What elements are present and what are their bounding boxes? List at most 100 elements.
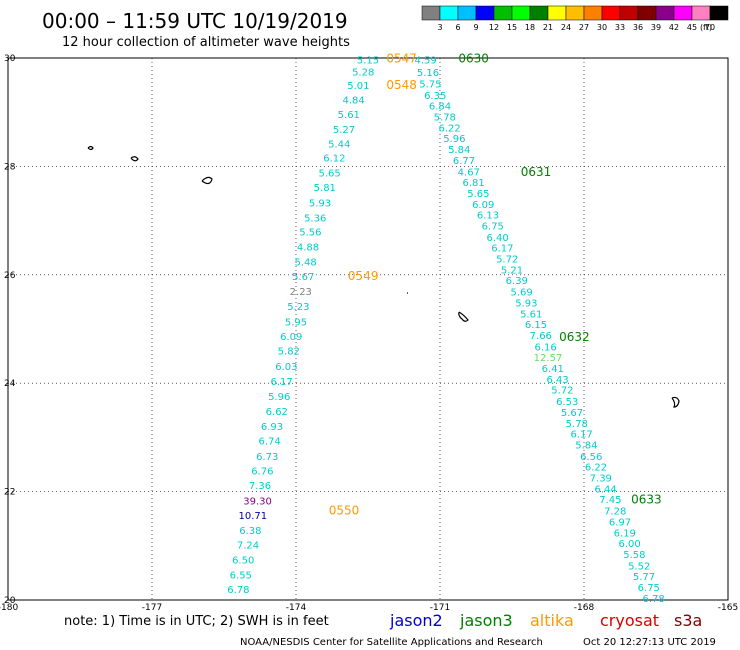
wave-height-label: 6.55 — [230, 571, 252, 582]
x-tick-label: -174 — [286, 603, 307, 613]
wave-height-label: 5.23 — [287, 302, 309, 313]
wave-height-label: 6.81 — [462, 178, 484, 189]
wave-height-label: 5.58 — [623, 550, 645, 561]
wave-height-label: 5.67 — [561, 408, 583, 419]
wave-height-label: 6.56 — [580, 452, 602, 463]
colorbar-swatch — [511, 5, 531, 21]
wave-height-label: 6.12 — [323, 154, 345, 165]
pass-time-label: 0630 — [458, 52, 489, 66]
wave-height-label: 5.96 — [268, 392, 290, 403]
colorbar-swatch — [547, 5, 567, 21]
y-tick-label: 26 — [4, 271, 16, 281]
colorbar-label: 12 — [489, 23, 499, 32]
colorbar-swatch — [583, 5, 603, 21]
island-outline — [87, 145, 94, 151]
x-tick-label: -168 — [574, 603, 595, 613]
x-tick-label: -177 — [142, 603, 162, 613]
legend-entry: jason2 — [389, 611, 443, 630]
wave-height-label: 2.23 — [290, 287, 312, 298]
wave-height-label: 6.84 — [429, 102, 451, 113]
wave-height-label: 6.73 — [256, 452, 278, 463]
wave-height-label: 5.36 — [304, 213, 326, 224]
island-outline — [130, 156, 139, 162]
wave-height-label: 6.77 — [453, 156, 475, 167]
wave-height-points: 5.155.28 5.01 4.84 5.61 5.27 5.44 6.12 5.65 5.81… — [227, 56, 664, 605]
wave-height-label: 6.93 — [261, 422, 283, 433]
wave-height-label: 6.17 — [270, 377, 292, 388]
plot-frame — [7, 57, 729, 601]
wave-height-label: 6.76 — [251, 466, 273, 477]
wave-height-label: 6.41 — [542, 364, 564, 375]
colorbar-unit: (ft) — [700, 23, 712, 32]
wave-height-label: 7.36 — [249, 481, 271, 492]
colorbar-label: 9 — [473, 23, 478, 32]
colorbar-label: 24 — [561, 23, 571, 32]
island-outline — [458, 311, 469, 322]
island-outlines — [87, 145, 680, 408]
chart-title: 00:00 – 11:59 UTC 10/19/2019 — [42, 9, 348, 33]
pass-time-label: 0633 — [631, 493, 662, 507]
wave-height-label: 5.84 — [575, 440, 597, 451]
colorbar-swatch — [637, 5, 657, 21]
colorbar-label: 33 — [615, 23, 625, 32]
pass-time-label: 0550 — [329, 504, 360, 518]
wave-height-label: 5.27 — [333, 125, 355, 136]
colorbar-swatch — [691, 5, 711, 21]
wave-height-label: 4.67 — [458, 167, 480, 178]
wave-height-label: 7.66 — [530, 331, 552, 342]
wave-height-label: 6.44 — [594, 484, 616, 495]
wave-height-label: 7.24 — [237, 541, 259, 552]
colorbar-label: 18 — [525, 23, 535, 32]
wave-height-label: 5.15 — [357, 56, 379, 67]
colorbar-label: 70 — [705, 23, 715, 32]
colorbar-swatch — [619, 5, 639, 21]
y-tick-label: 24 — [4, 379, 16, 389]
colorbar-swatch — [529, 5, 549, 21]
wave-height-label: 6.09 — [472, 200, 494, 211]
wave-height-label: 6.38 — [239, 526, 261, 537]
wave-height-label: 6.17 — [491, 244, 513, 255]
wave-height-label: 5.56 — [299, 227, 321, 238]
satellite-legend: jason2 jason3 altika cryosat s3a — [389, 611, 702, 630]
wave-height-label: 6.75 — [638, 583, 660, 594]
pass-time-label: 0632 — [559, 330, 590, 344]
x-tick-label: -171 — [430, 603, 450, 613]
colorbar-label: 27 — [579, 23, 589, 32]
wave-height-label: 6.43 — [546, 375, 568, 386]
wave-height-label: 5.21 — [501, 265, 523, 276]
wave-height-label: 5.65 — [318, 168, 340, 179]
pass-time-labels: 0547 0548 0549 0550 0630 0631 0632 0633 — [329, 52, 662, 518]
wave-height-label: 6.75 — [482, 221, 504, 232]
pass-time-label: 0631 — [521, 165, 552, 179]
y-tick-label: 22 — [4, 488, 15, 498]
generated-timestamp: Oct 20 12:27:13 UTC 2019 — [583, 637, 716, 648]
wave-height-label: 5.78 — [566, 419, 588, 430]
wave-height-label: 6.00 — [618, 539, 640, 550]
map-grid — [8, 58, 728, 600]
colorbar-label: 45 — [687, 23, 697, 32]
colorbar-swatch — [655, 5, 675, 21]
wave-height-label: 6.39 — [506, 276, 528, 287]
legend-entry: cryosat — [600, 611, 659, 630]
y-tick-label: 20 — [4, 596, 16, 606]
wave-height-label: 5.01 — [347, 81, 369, 92]
colorbar-label: 21 — [543, 23, 553, 32]
wave-height-label: 5.16 — [417, 68, 439, 79]
wave-height-label: 6.22 — [438, 123, 460, 134]
wave-height-label: 6.97 — [609, 517, 631, 528]
wave-height-label: 6.09 — [280, 332, 302, 343]
colorbar-label: 39 — [651, 23, 661, 32]
wave-height-label: 5.28 — [352, 68, 374, 79]
wave-height-label: 12.57 — [534, 353, 563, 364]
wave-height-label: 7.28 — [604, 507, 626, 518]
wave-height-label: 5.72 — [496, 255, 518, 266]
chart-subtitle: 12 hour collection of altimeter wave hei… — [62, 35, 350, 50]
legend-entry: altika — [530, 611, 574, 630]
colorbar-swatch — [493, 5, 513, 21]
wave-height-label: 4.88 — [297, 243, 319, 254]
wave-height-label: 5.82 — [278, 347, 300, 358]
wave-height-label: 6.13 — [477, 211, 499, 222]
wave-height-label: 5.44 — [328, 140, 350, 151]
wave-height-label: 6.16 — [534, 342, 556, 353]
colorbar-swatch — [421, 5, 441, 21]
